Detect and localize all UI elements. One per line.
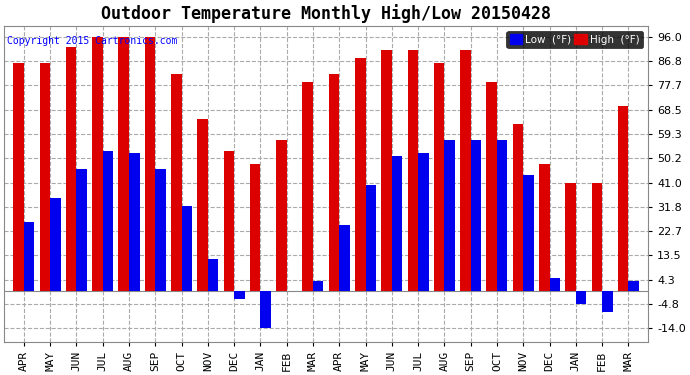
Legend: Low  (°F), High  (°F): Low (°F), High (°F) (506, 31, 643, 48)
Bar (103, 151, 113, 291)
Bar (145, 37, 155, 291)
Bar (313, 280, 324, 291)
Bar (77, 169, 87, 291)
Bar (66, 47, 77, 291)
Bar (565, 183, 575, 291)
Bar (119, 37, 129, 291)
Bar (171, 74, 181, 291)
Bar (208, 260, 218, 291)
Bar (260, 291, 271, 328)
Bar (392, 156, 402, 291)
Bar (234, 291, 245, 299)
Bar (276, 140, 286, 291)
Title: Outdoor Temperature Monthly High/Low 20150428: Outdoor Temperature Monthly High/Low 201… (101, 4, 551, 23)
Bar (224, 151, 234, 291)
Bar (486, 82, 497, 291)
Bar (155, 169, 166, 291)
Bar (129, 153, 139, 291)
Bar (197, 119, 208, 291)
Bar (629, 280, 639, 291)
Bar (13, 63, 24, 291)
Bar (355, 58, 366, 291)
Bar (366, 185, 376, 291)
Bar (539, 164, 549, 291)
Bar (382, 50, 392, 291)
Bar (181, 206, 192, 291)
Bar (302, 82, 313, 291)
Bar (250, 164, 260, 291)
Bar (497, 140, 507, 291)
Bar (513, 124, 523, 291)
Bar (602, 291, 613, 312)
Bar (24, 222, 34, 291)
Bar (460, 50, 471, 291)
Bar (523, 174, 534, 291)
Bar (50, 198, 61, 291)
Bar (618, 106, 629, 291)
Bar (339, 225, 350, 291)
Bar (549, 278, 560, 291)
Bar (418, 153, 428, 291)
Bar (39, 63, 50, 291)
Bar (444, 140, 455, 291)
Bar (575, 291, 586, 304)
Bar (92, 37, 103, 291)
Bar (591, 183, 602, 291)
Text: Copyright 2015 Cartronics.com: Copyright 2015 Cartronics.com (8, 36, 178, 45)
Bar (328, 74, 339, 291)
Bar (471, 140, 481, 291)
Bar (408, 50, 418, 291)
Bar (434, 63, 444, 291)
